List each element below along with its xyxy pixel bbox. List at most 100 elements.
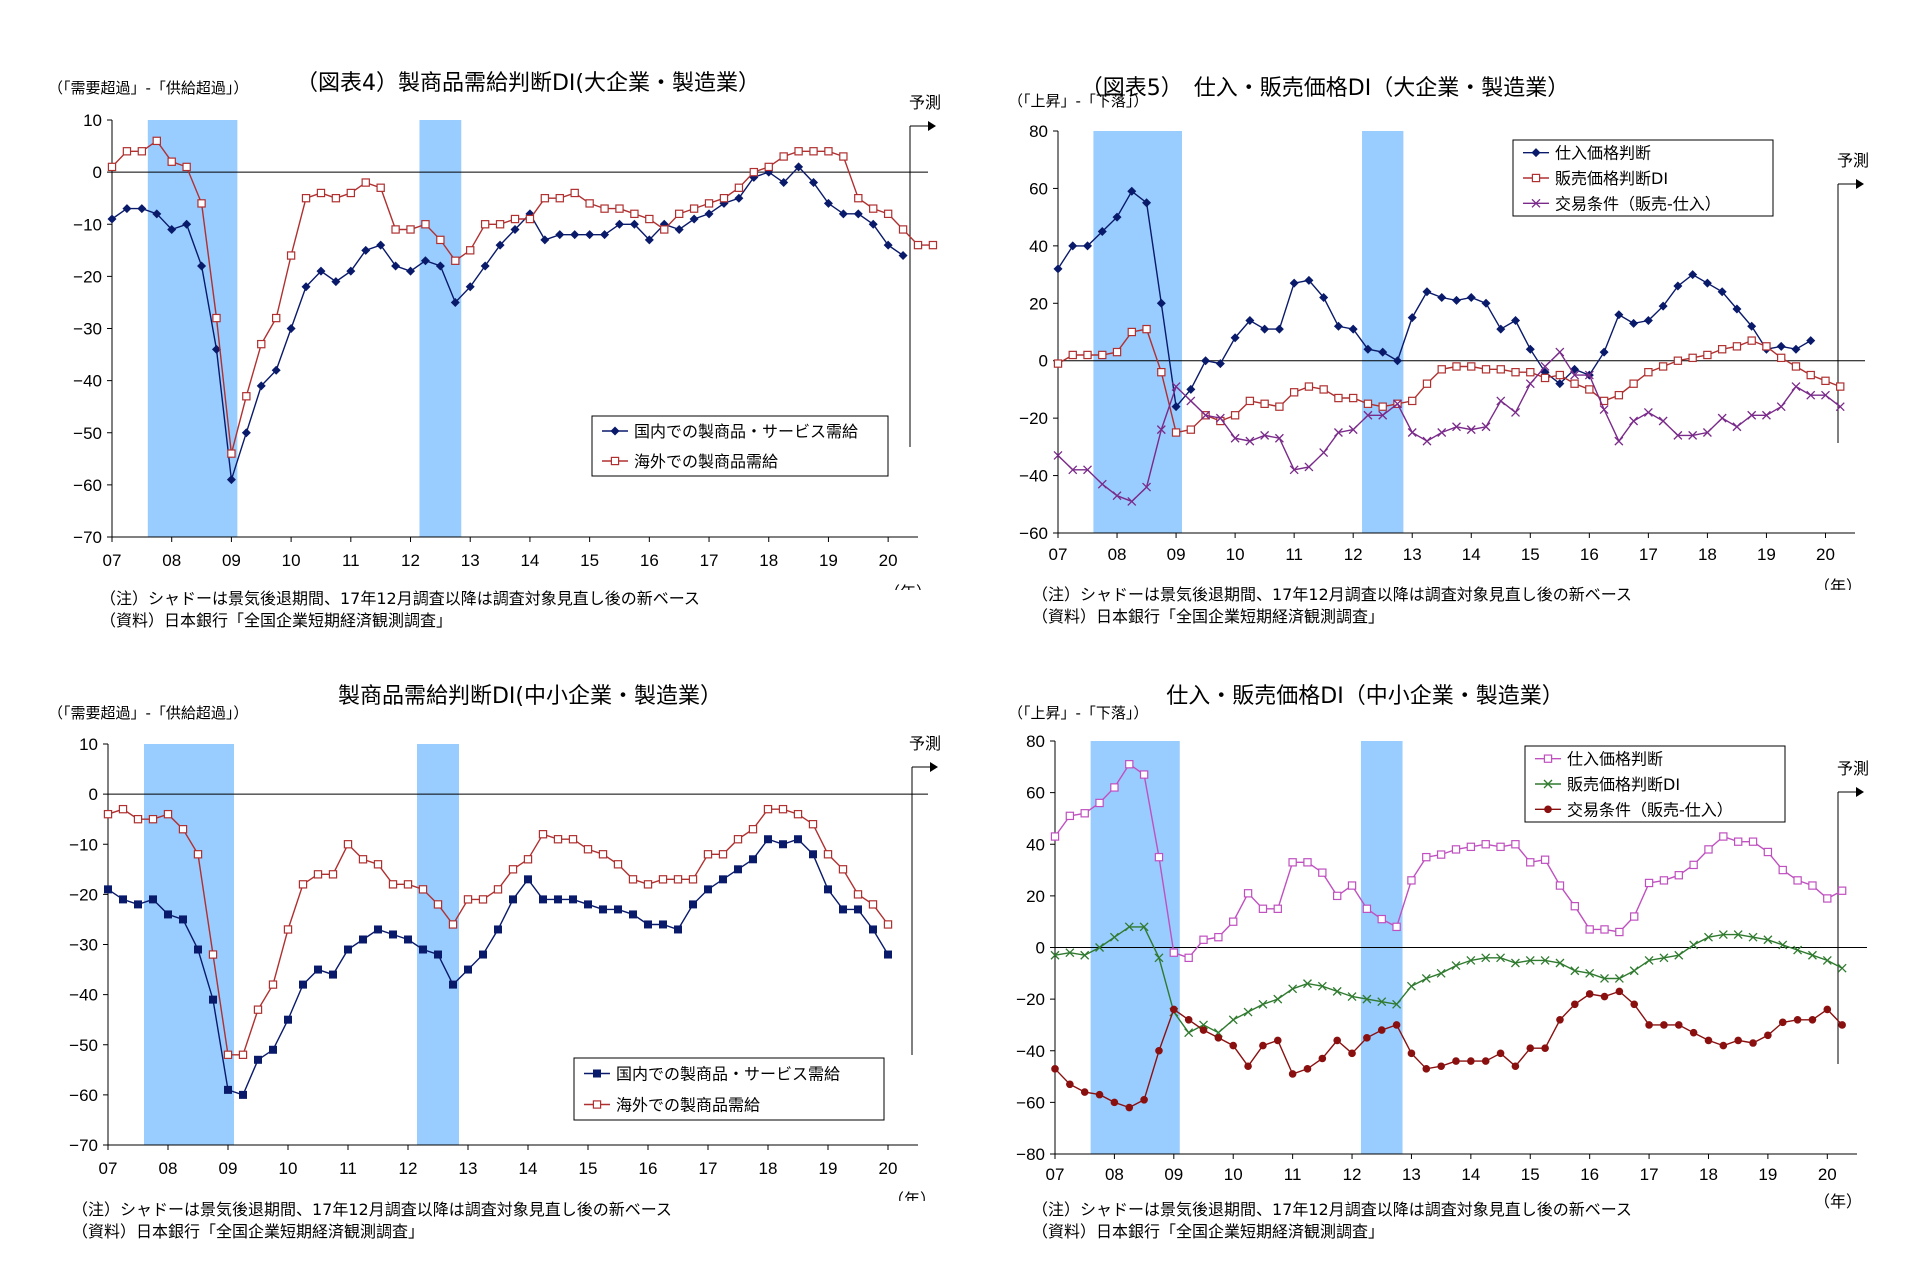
point <box>343 840 353 849</box>
series-2 <box>107 136 938 458</box>
point <box>569 895 577 904</box>
x-tick-label: 20 <box>879 1159 898 1178</box>
y-tick-label: 10 <box>79 735 98 754</box>
point <box>1347 992 1357 1002</box>
point <box>763 804 773 814</box>
point <box>1644 368 1653 377</box>
x-tick-label: 09 <box>222 551 241 570</box>
point <box>1377 914 1386 924</box>
point <box>1156 298 1166 308</box>
point <box>824 885 832 894</box>
point <box>1363 410 1373 420</box>
point <box>1392 356 1402 366</box>
point <box>239 1090 247 1099</box>
point <box>122 147 132 156</box>
point <box>1110 783 1119 792</box>
point <box>1791 344 1801 354</box>
y-tick-label: −30 <box>69 936 98 955</box>
point <box>1050 950 1060 960</box>
point <box>1274 324 1284 334</box>
point <box>1260 399 1269 408</box>
x-tick-label: 14 <box>1461 1165 1480 1184</box>
point <box>256 381 266 391</box>
point <box>137 147 147 156</box>
point <box>1169 948 1179 957</box>
point <box>193 850 203 859</box>
point <box>403 880 413 889</box>
point <box>1199 935 1208 944</box>
point <box>194 945 202 954</box>
point <box>1422 436 1432 446</box>
point <box>1214 932 1223 942</box>
point <box>493 885 503 894</box>
x-tick-label: 12 <box>1344 545 1363 564</box>
forecast-arrow-icon <box>930 762 938 772</box>
point <box>1437 428 1447 437</box>
point <box>1689 860 1698 870</box>
point <box>659 920 667 929</box>
point <box>1319 293 1329 303</box>
point <box>283 925 293 934</box>
point <box>1496 842 1505 852</box>
y-tick-label: −40 <box>73 372 102 391</box>
point <box>480 220 490 229</box>
point <box>778 804 788 814</box>
point <box>463 895 473 904</box>
point <box>853 890 863 899</box>
point <box>1747 336 1756 345</box>
point <box>540 193 550 203</box>
x-tick-label: 14 <box>520 551 539 570</box>
point <box>1407 313 1417 323</box>
point <box>1806 336 1816 346</box>
point <box>257 339 266 349</box>
x-tick-label: 07 <box>99 1159 118 1178</box>
point <box>118 804 128 814</box>
point <box>103 809 113 819</box>
point <box>555 230 565 240</box>
legend-box <box>591 415 889 477</box>
point <box>614 219 624 229</box>
point <box>1332 891 1342 901</box>
point <box>1599 405 1609 414</box>
point <box>1496 1049 1505 1058</box>
point <box>178 825 188 834</box>
point <box>1837 963 1847 973</box>
point <box>182 219 192 229</box>
point <box>1050 832 1060 841</box>
point <box>1585 385 1594 394</box>
point <box>644 235 654 245</box>
point <box>449 980 457 989</box>
point <box>809 850 817 859</box>
x-tick-label: 12 <box>1343 1165 1362 1184</box>
point <box>1245 316 1255 326</box>
point <box>361 178 370 187</box>
point <box>1289 465 1299 475</box>
point <box>134 900 142 909</box>
point <box>510 224 520 234</box>
point <box>1703 350 1712 360</box>
point <box>794 835 802 844</box>
point <box>1154 953 1164 963</box>
point <box>1051 1065 1059 1073</box>
point <box>523 855 533 864</box>
y-tick-label: −60 <box>73 476 102 495</box>
x-tick-label: 16 <box>639 1159 658 1178</box>
point <box>1777 353 1786 363</box>
point <box>1466 955 1476 965</box>
point <box>137 204 147 214</box>
point <box>1749 1039 1757 1047</box>
point <box>209 995 217 1004</box>
point <box>1139 770 1149 779</box>
point <box>718 850 728 859</box>
point <box>1157 368 1166 377</box>
x-tick-label: 18 <box>759 551 778 570</box>
series-3 <box>1053 347 1845 506</box>
point <box>163 809 173 819</box>
point <box>644 920 652 929</box>
point <box>1452 422 1461 432</box>
point <box>585 199 594 208</box>
x-tick-label: 07 <box>1049 545 1068 564</box>
point <box>451 256 460 265</box>
